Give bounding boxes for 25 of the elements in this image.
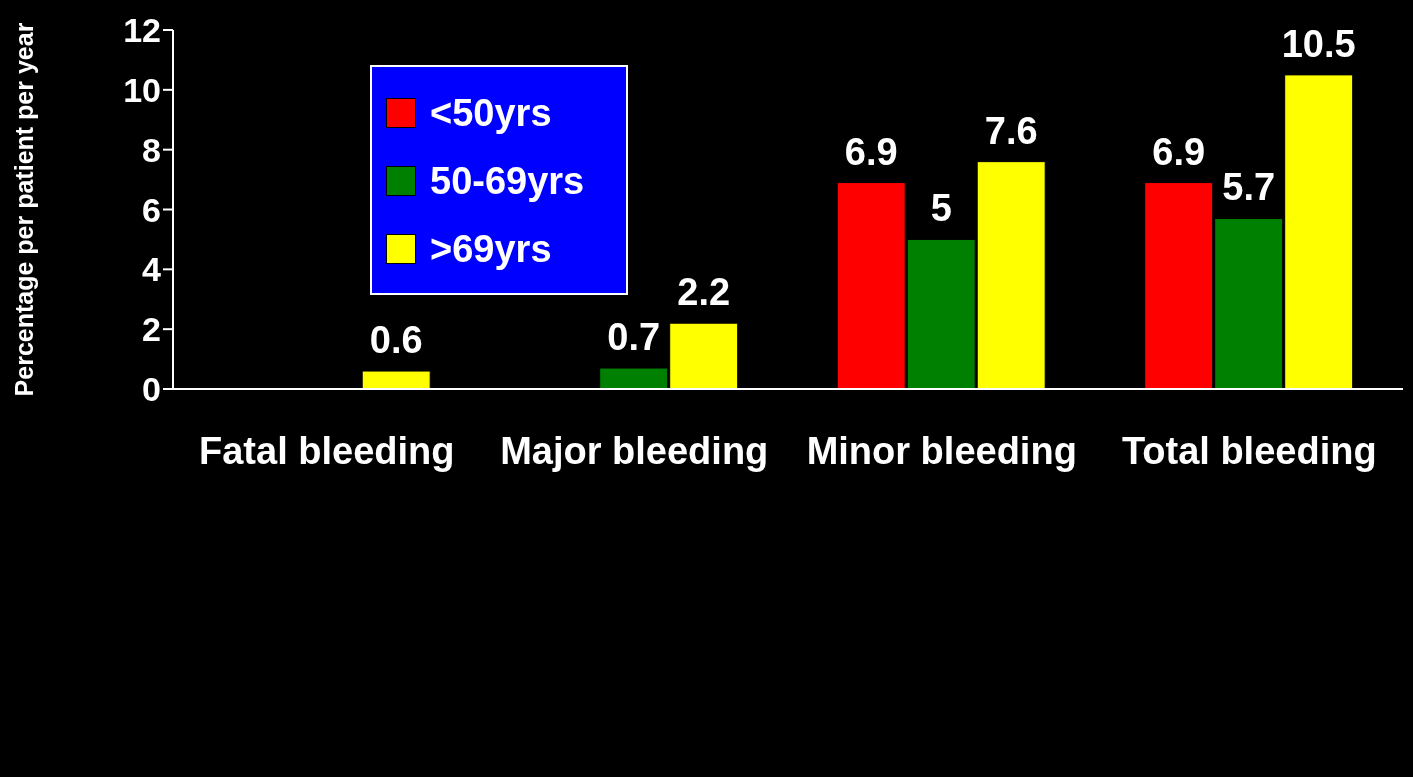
bar bbox=[361, 370, 431, 389]
y-tick-label: 6 bbox=[142, 190, 161, 229]
y-tick-label: 0 bbox=[142, 370, 161, 409]
data-label: 7.6 bbox=[984, 109, 1038, 152]
data-label: 6.9 bbox=[844, 130, 898, 173]
data-label: 0.6 bbox=[369, 319, 423, 362]
data-label: 0.7 bbox=[607, 316, 661, 359]
y-tick-label: 4 bbox=[142, 250, 162, 289]
data-label: 2.2 bbox=[677, 271, 731, 314]
legend-label: <50yrs bbox=[430, 91, 552, 135]
y-axis-title: Percentage per patient per year bbox=[9, 22, 38, 397]
legend-label: >69yrs bbox=[430, 227, 552, 271]
data-label: 10.5 bbox=[1281, 22, 1356, 65]
y-tick-label: 2 bbox=[142, 310, 161, 349]
x-tick-label: Total bleeding bbox=[1121, 429, 1377, 472]
data-label: 6.9 bbox=[1152, 130, 1206, 173]
x-tick-label: Fatal bleeding bbox=[199, 429, 455, 472]
y-tick-label: 8 bbox=[142, 130, 161, 169]
x-tick-label: Minor bleeding bbox=[806, 429, 1077, 472]
data-label: 5 bbox=[930, 187, 952, 230]
x-tick-label: Major bleeding bbox=[500, 429, 769, 472]
y-tick-label: 12 bbox=[123, 11, 161, 50]
data-label: 5.7 bbox=[1222, 166, 1276, 209]
y-tick-label: 10 bbox=[123, 70, 161, 109]
legend-label: 50-69yrs bbox=[430, 159, 585, 203]
